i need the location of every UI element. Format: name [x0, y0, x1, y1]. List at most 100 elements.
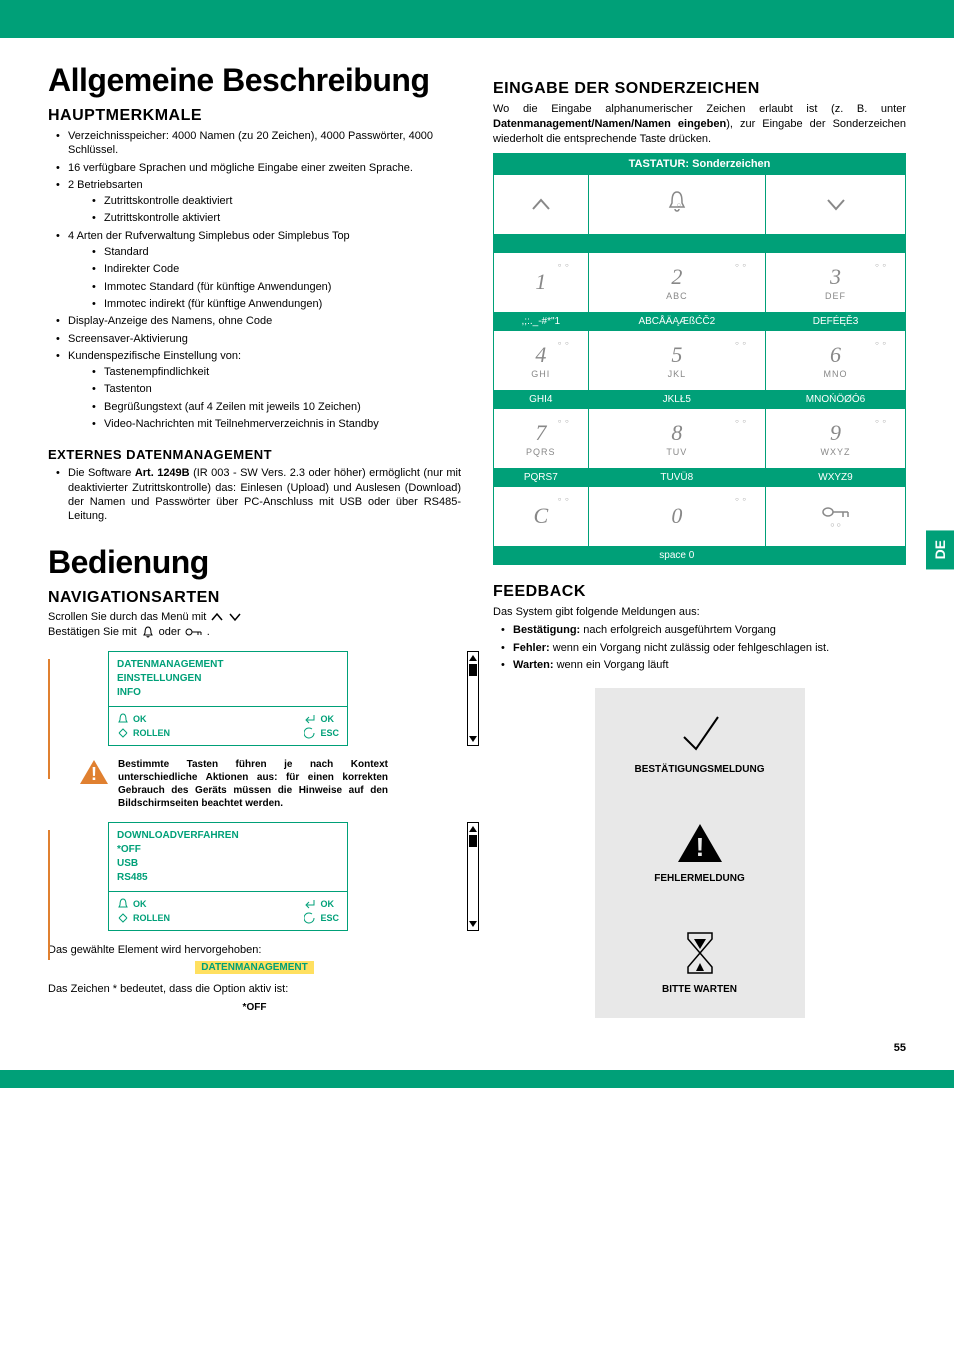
heading-externes: EXTERNES DATENMANAGEMENT	[48, 447, 461, 462]
asterisk-text: Das Zeichen * bedeutet, dass die Option …	[48, 982, 461, 997]
card-label: BESTÄTIGUNGSMELDUNG	[635, 764, 765, 775]
heading-feedback: FEEDBACK	[493, 583, 906, 601]
card-icon	[684, 931, 716, 978]
rollen-label: ROLLEN	[133, 728, 170, 738]
card-label: FEHLERMELDUNG	[654, 873, 745, 884]
ext-list: Die Software Art. 1249B (IR 003 - SW Ver…	[48, 466, 461, 523]
menu-screen-2: DOWNLOADVERFAHREN *OFF USB RS485 OK ROLL…	[108, 822, 461, 931]
callout-line	[48, 659, 50, 779]
ok-label: OK	[320, 899, 334, 909]
callout-line	[48, 830, 50, 960]
list-text: 2 Betriebsarten	[68, 179, 143, 191]
keypad-label-cell: ,;:._-#*"1	[494, 312, 589, 330]
heading-hauptmerkmale: HAUPTMERKMALE	[48, 107, 461, 125]
nav-confirm-line: Bestätigen Sie mit oder .	[48, 625, 461, 639]
list-item: Immotec indirekt (für künftige Anwendung…	[88, 297, 461, 311]
feedback-card: BESTÄTIGUNGSMELDUNG	[595, 688, 805, 798]
keypad-key-cell: ○	[588, 174, 765, 234]
list-item: Verzeichnisspeicher: 4000 Namen (zu 20 Z…	[52, 129, 461, 158]
selected-highlight: DATENMANAGEMENT	[195, 961, 313, 974]
svg-text:!: !	[695, 832, 704, 862]
keypad-label-cell	[588, 234, 765, 252]
keypad-label-cell	[766, 546, 906, 564]
menu-line: RS485	[117, 871, 339, 885]
nav-scroll-text: Scrollen Sie durch das Menü mit	[48, 611, 206, 623]
keypad-key-cell	[494, 174, 589, 234]
keypad-label-cell: GHI4	[494, 390, 589, 408]
list-item: Begrüßungstext (auf 4 Zeilen mit jeweils…	[88, 400, 461, 414]
card-icon: !	[676, 822, 724, 867]
menu-line: EINSTELLUNGEN	[117, 672, 339, 686]
keypad-key-cell: ○ ○9WXYZ	[766, 408, 906, 468]
feedback-list: Bestätigung: nach erfolgreich ausgeführt…	[493, 623, 906, 672]
page-number: 55	[894, 1042, 906, 1054]
keypad-label-cell: TUVÜ8	[588, 468, 765, 486]
enter-icon	[304, 898, 316, 910]
heading-allgemeine: Allgemeine Beschreibung	[48, 62, 461, 99]
heading-eingabe: EINGABE DER SONDERZEICHEN	[493, 80, 906, 98]
keypad-label-cell: space 0	[588, 546, 765, 564]
list-item: Video-Nachrichten mit Teilnehmerverzeich…	[88, 417, 461, 431]
rollen-label: ROLLEN	[133, 913, 170, 923]
eingabe-paragraph: Wo die Eingabe alphanumerischer Zeichen …	[493, 102, 906, 147]
up-icon	[210, 612, 224, 622]
bell-icon	[117, 898, 129, 910]
nav-scroll-line: Scrollen Sie durch das Menü mit	[48, 611, 461, 623]
list-item: Immotec Standard (für künftige Anwendung…	[88, 280, 461, 294]
ok-label: OK	[133, 714, 147, 724]
eingabe-pre: Wo die Eingabe alphanumerischer Zeichen …	[493, 103, 906, 115]
menu-screen-1: DATENMANAGEMENT EINSTELLUNGEN INFO OK RO…	[108, 651, 461, 746]
ok-label: OK	[320, 714, 334, 724]
keypad-key-cell: ○ ○8TUV	[588, 408, 765, 468]
scroll-thumb	[469, 664, 477, 676]
warning-icon: !	[78, 758, 110, 786]
list-item: Bestätigung: nach erfolgreich ausgeführt…	[497, 623, 906, 637]
list-item: Fehler: wenn ein Vorgang nicht zulässig …	[497, 641, 906, 655]
list-item: Indirekter Code	[88, 262, 461, 276]
list-text: Kundenspezifische Einstellung von:	[68, 350, 241, 362]
esc-label: ESC	[320, 913, 339, 923]
menu-line: DATENMANAGEMENT	[117, 658, 339, 672]
menu-line: INFO	[117, 686, 339, 700]
scroll-track	[467, 651, 479, 746]
list-text: 4 Arten der Rufverwaltung Simplebus oder…	[68, 230, 350, 242]
feedback-cards: BESTÄTIGUNGSMELDUNG! FEHLERMELDUNG BITTE W…	[493, 688, 906, 1018]
list-item: Kundenspezifische Einstellung von: Taste…	[52, 349, 461, 431]
list-item: 4 Arten der Rufverwaltung Simplebus oder…	[52, 229, 461, 311]
page-footer: 55	[0, 1034, 954, 1070]
nav-confirm-pre: Bestätigen Sie mit	[48, 626, 137, 638]
keypad-key-cell: ○ ○1	[494, 252, 589, 312]
keypad-key-cell: ○ ○	[766, 486, 906, 546]
svg-text:!: !	[91, 764, 97, 784]
warning-note: ! Bestimmte Tasten führen je nach Kontex…	[78, 758, 388, 810]
right-column: EINGABE DER SONDERZEICHEN Wo die Eingabe…	[493, 62, 906, 1022]
keypad-label-cell	[766, 234, 906, 252]
scroll-track	[467, 822, 479, 931]
scroll-thumb	[469, 835, 477, 847]
left-column: Allgemeine Beschreibung HAUPTMERKMALE Ve…	[48, 62, 461, 1022]
list-item: Warten: wenn ein Vorgang läuft	[497, 658, 906, 672]
card-label: BITTE WARTEN	[662, 984, 737, 995]
selected-text: Das gewählte Element wird hervorgehoben:	[48, 943, 461, 958]
haupt-list: Verzeichnisspeicher: 4000 Namen (zu 20 Z…	[48, 129, 461, 431]
esc-icon	[304, 727, 316, 739]
feedback-card: ! FEHLERMELDUNG	[595, 798, 805, 908]
menu-line: *OFF	[117, 843, 339, 857]
keypad-table: TASTATUR: Sonderzeichen ○○ ○1○ ○2ABC○ ○3…	[493, 153, 906, 565]
keypad-label-cell: MNOŃÖØÓ6	[766, 390, 906, 408]
list-item: 16 verfügbare Sprachen und mögliche Eing…	[52, 161, 461, 175]
key-icon	[185, 627, 203, 637]
ext-bold: Art. 1249B	[135, 467, 190, 479]
esc-icon	[304, 912, 316, 924]
language-tab: DE	[926, 530, 954, 569]
ext-pre: Die Software	[68, 467, 135, 479]
page-content: Allgemeine Beschreibung HAUPTMERKMALE Ve…	[0, 38, 954, 1034]
list-item: Standard	[88, 245, 461, 259]
top-accent-bar	[0, 0, 954, 38]
list-item: Tastenton	[88, 382, 461, 396]
keypad-key-cell: ○ ○2ABC	[588, 252, 765, 312]
eingabe-bold: Datenmanagement/Namen/Namen eingeben	[493, 118, 726, 130]
list-item: 2 Betriebsarten Zutrittskontrolle deakti…	[52, 178, 461, 226]
footer-accent-bar	[0, 1070, 954, 1088]
keypad-key-cell: ○ ○5JKL	[588, 330, 765, 390]
